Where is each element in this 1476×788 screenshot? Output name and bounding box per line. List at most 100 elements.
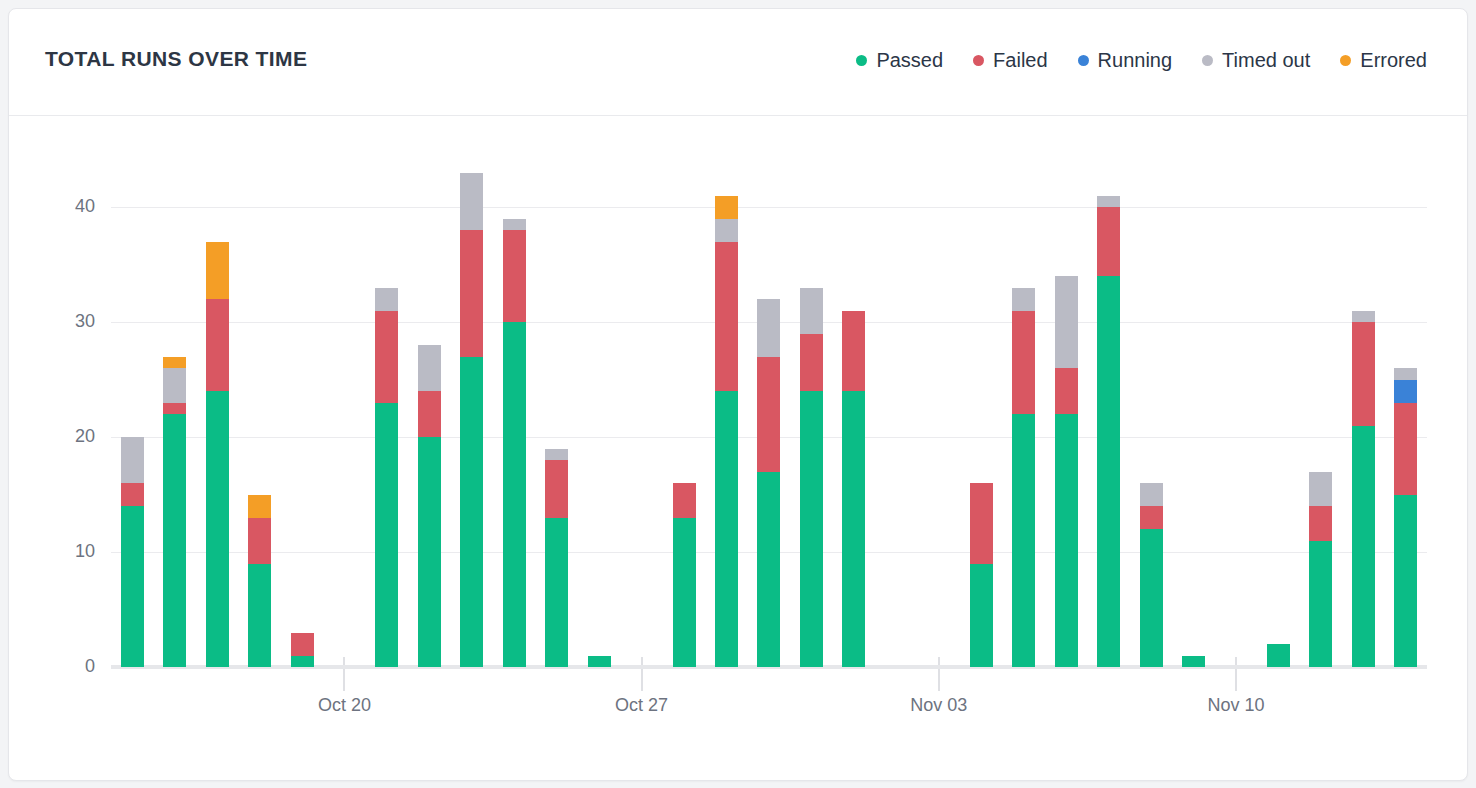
bar-nov-05[interactable] [1012,288,1035,668]
bar-segment-passed[interactable] [545,518,568,668]
bar-segment-failed[interactable] [715,242,738,392]
bar-oct-24[interactable] [503,219,526,668]
bar-nov-06[interactable] [1055,276,1078,667]
bar-segment-passed[interactable] [842,391,865,667]
bar-segment-passed[interactable] [1182,656,1205,668]
bar-segment-failed[interactable] [248,518,271,564]
bar-oct-15[interactable] [121,437,144,667]
bar-segment-passed[interactable] [1055,414,1078,667]
bar-segment-timedout[interactable] [418,345,441,391]
bar-segment-timedout[interactable] [1309,472,1332,507]
bar-segment-failed[interactable] [545,460,568,518]
bar-segment-passed[interactable] [503,322,526,667]
bar-segment-timedout[interactable] [1012,288,1035,311]
bar-segment-failed[interactable] [291,633,314,656]
bar-segment-failed[interactable] [375,311,398,403]
bar-nov-13[interactable] [1352,311,1375,668]
bar-oct-16[interactable] [163,357,186,668]
bar-segment-timedout[interactable] [800,288,823,334]
bar-segment-timedout[interactable] [757,299,780,357]
bar-oct-22[interactable] [418,345,441,667]
bar-segment-failed[interactable] [163,403,186,415]
bar-nov-11[interactable] [1267,644,1290,667]
bar-segment-failed[interactable] [1140,506,1163,529]
bar-nov-01[interactable] [842,311,865,668]
bar-segment-errored[interactable] [163,357,186,369]
bar-nov-08[interactable] [1140,483,1163,667]
legend-item-timedout[interactable]: Timed out [1202,49,1310,72]
bar-segment-timedout[interactable] [121,437,144,483]
bar-segment-passed[interactable] [757,472,780,668]
bar-segment-timedout[interactable] [1352,311,1375,323]
bar-oct-31[interactable] [800,288,823,668]
bar-nov-04[interactable] [970,483,993,667]
bar-nov-09[interactable] [1182,656,1205,668]
legend-item-errored[interactable]: Errored [1340,49,1427,72]
bar-nov-12[interactable] [1309,472,1332,668]
bar-segment-passed[interactable] [1394,495,1417,668]
bar-segment-passed[interactable] [375,403,398,668]
bar-segment-failed[interactable] [1309,506,1332,541]
bar-segment-failed[interactable] [842,311,865,392]
bar-segment-passed[interactable] [121,506,144,667]
bar-segment-passed[interactable] [673,518,696,668]
bar-segment-timedout[interactable] [1097,196,1120,208]
bar-segment-passed[interactable] [291,656,314,668]
bar-segment-errored[interactable] [248,495,271,518]
bar-segment-passed[interactable] [970,564,993,668]
bar-segment-failed[interactable] [503,230,526,322]
bar-segment-failed[interactable] [1012,311,1035,415]
legend-item-passed[interactable]: Passed [856,49,943,72]
bar-segment-passed[interactable] [588,656,611,668]
bar-oct-25[interactable] [545,449,568,668]
bar-oct-23[interactable] [460,173,483,668]
bar-oct-18[interactable] [248,495,271,668]
bar-segment-failed[interactable] [970,483,993,564]
bar-segment-passed[interactable] [1267,644,1290,667]
bar-segment-errored[interactable] [206,242,229,300]
bar-segment-failed[interactable] [418,391,441,437]
bar-oct-28[interactable] [673,483,696,667]
bar-segment-passed[interactable] [1097,276,1120,667]
bar-oct-26[interactable] [588,656,611,668]
bar-segment-passed[interactable] [163,414,186,667]
bar-segment-passed[interactable] [715,391,738,667]
bar-segment-timedout[interactable] [715,219,738,242]
bar-segment-timedout[interactable] [503,219,526,231]
bar-oct-30[interactable] [757,299,780,667]
bar-segment-passed[interactable] [1352,426,1375,668]
bar-segment-failed[interactable] [206,299,229,391]
bar-oct-29[interactable] [715,196,738,668]
bar-segment-failed[interactable] [121,483,144,506]
bar-segment-failed[interactable] [1352,322,1375,426]
bar-segment-passed[interactable] [206,391,229,667]
bar-oct-21[interactable] [375,288,398,668]
bar-segment-passed[interactable] [1309,541,1332,668]
bar-segment-failed[interactable] [673,483,696,518]
bar-segment-timedout[interactable] [163,368,186,403]
bar-segment-failed[interactable] [1055,368,1078,414]
bar-segment-timedout[interactable] [1394,368,1417,380]
bar-segment-timedout[interactable] [460,173,483,231]
bar-segment-timedout[interactable] [545,449,568,461]
bar-segment-passed[interactable] [248,564,271,668]
legend-item-failed[interactable]: Failed [973,49,1047,72]
bar-segment-timedout[interactable] [1055,276,1078,368]
bar-segment-failed[interactable] [757,357,780,472]
bar-segment-timedout[interactable] [1140,483,1163,506]
bar-oct-17[interactable] [206,242,229,668]
bar-segment-failed[interactable] [460,230,483,357]
bar-segment-failed[interactable] [1394,403,1417,495]
legend-item-running[interactable]: Running [1078,49,1173,72]
bar-nov-07[interactable] [1097,196,1120,668]
bar-segment-failed[interactable] [800,334,823,392]
bar-segment-passed[interactable] [460,357,483,668]
bar-segment-passed[interactable] [800,391,823,667]
bar-segment-passed[interactable] [1012,414,1035,667]
bar-segment-errored[interactable] [715,196,738,219]
bar-segment-running[interactable] [1394,380,1417,403]
bar-segment-failed[interactable] [1097,207,1120,276]
bar-oct-19[interactable] [291,633,314,668]
bar-segment-passed[interactable] [418,437,441,667]
bar-segment-passed[interactable] [1140,529,1163,667]
